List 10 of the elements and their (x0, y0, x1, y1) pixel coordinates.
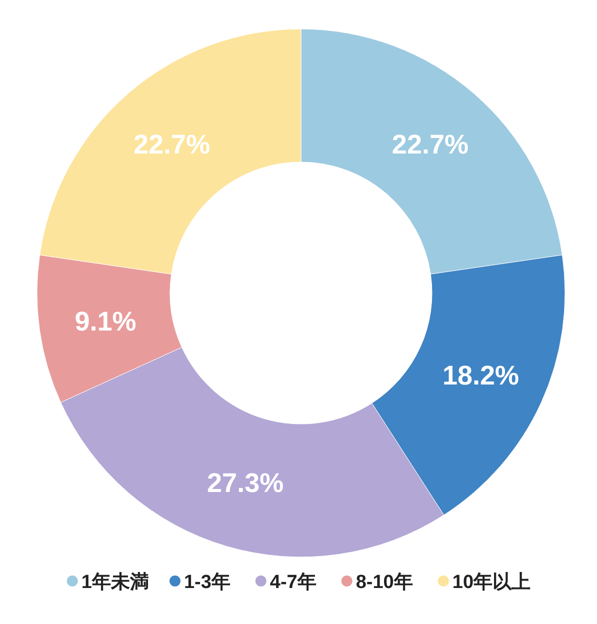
legend-label: 4-7年 (270, 572, 316, 593)
data-label: 9.1% (74, 306, 136, 337)
data-label: 18.2% (442, 360, 520, 391)
data-label: 27.3% (207, 468, 284, 498)
legend-label: 8-10年 (356, 572, 413, 593)
data-label: 22.7% (134, 129, 210, 160)
legend-label: 10年以上 (452, 570, 531, 593)
legend-label: 1年未満 (81, 570, 149, 593)
legend-label: 1-3年 (184, 572, 230, 593)
data-label: 22.7% (392, 129, 468, 160)
